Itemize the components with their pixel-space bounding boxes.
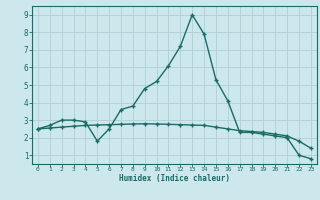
X-axis label: Humidex (Indice chaleur): Humidex (Indice chaleur) [119,174,230,183]
